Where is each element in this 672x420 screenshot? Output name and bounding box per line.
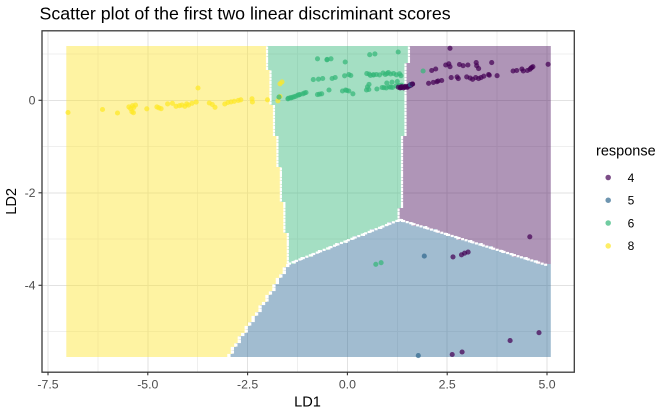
svg-text:0: 0 <box>29 94 36 108</box>
svg-text:4: 4 <box>628 171 635 185</box>
svg-text:2.5: 2.5 <box>439 377 456 391</box>
svg-text:LD2: LD2 <box>4 188 20 215</box>
svg-text:5: 5 <box>628 194 635 208</box>
svg-text:-2: -2 <box>25 186 36 200</box>
svg-text:-7.5: -7.5 <box>37 377 58 391</box>
svg-text:Scatter plot of the first two: Scatter plot of the first two linear dis… <box>40 3 451 23</box>
svg-text:6: 6 <box>628 216 635 230</box>
svg-text:-2.5: -2.5 <box>237 377 258 391</box>
svg-text:5.0: 5.0 <box>538 377 555 391</box>
svg-text:response: response <box>596 143 656 159</box>
svg-text:-5.0: -5.0 <box>137 377 158 391</box>
svg-text:LD1: LD1 <box>294 394 321 410</box>
svg-text:8: 8 <box>628 239 635 253</box>
svg-text:-4: -4 <box>25 279 36 293</box>
svg-text:0.0: 0.0 <box>339 377 356 391</box>
